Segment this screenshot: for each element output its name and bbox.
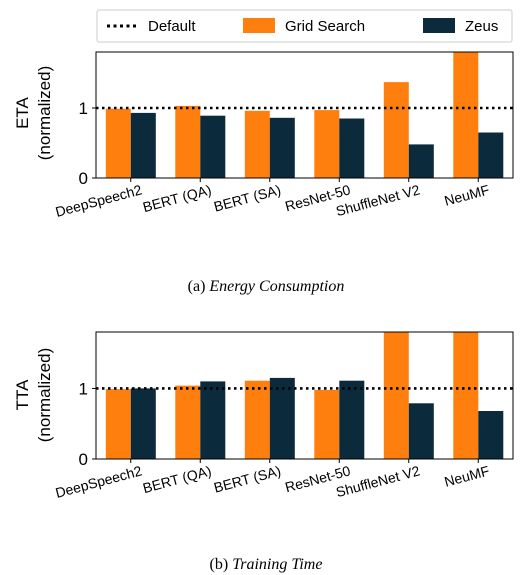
training-time-bar-zeus-shufflenet-v2 bbox=[408, 403, 434, 459]
training-time-ylabel-line1: TTA bbox=[13, 379, 32, 411]
energy-bar-zeus-shufflenet-v2 bbox=[408, 144, 434, 178]
energy-bar-zeus-resnet-50 bbox=[339, 118, 365, 178]
energy-bar-grid-search-resnet-50 bbox=[314, 110, 340, 178]
training-time-xtick-label: BERT (QA) bbox=[141, 462, 213, 496]
training-time-xtick-label: NeuMF bbox=[443, 462, 491, 489]
legend-zeus-swatch bbox=[423, 18, 455, 33]
legend-grid-label: Grid Search bbox=[285, 18, 365, 35]
energy-ylabel-line1: ETA bbox=[13, 96, 32, 128]
training-time-ylabel-line2: (normalized) bbox=[35, 348, 54, 442]
energy-bars bbox=[105, 52, 504, 178]
energy-ylabel-line2: (normalized) bbox=[35, 66, 54, 160]
training-time-bar-grid-search-deepspeech2 bbox=[105, 389, 131, 459]
legend: Default Grid Search Zeus bbox=[96, 9, 513, 43]
energy-xtick-label: DeepSpeech2 bbox=[54, 181, 144, 219]
energy-bar-grid-search-bert-qa bbox=[175, 105, 201, 178]
training-time-bar-zeus-neumf bbox=[478, 411, 504, 459]
training-time-plot-frame bbox=[95, 331, 514, 460]
training-time-bar-zeus-bert-sa bbox=[269, 377, 295, 459]
energy-caption: (a) Energy Consumption bbox=[188, 278, 345, 295]
energy-bar-zeus-deepspeech2 bbox=[130, 112, 156, 178]
energy-bar-zeus-bert-qa bbox=[200, 115, 226, 178]
training-time-bars bbox=[105, 332, 504, 459]
energy-bar-grid-search-deepspeech2 bbox=[105, 108, 131, 178]
training-time-bar-grid-search-neumf bbox=[453, 332, 479, 459]
training-time-bar-zeus-resnet-50 bbox=[339, 380, 365, 459]
energy-bar-zeus-bert-sa bbox=[269, 117, 295, 178]
energy-xtick-label: NeuMF bbox=[443, 181, 491, 208]
energy-bar-grid-search-shufflenet-v2 bbox=[383, 82, 409, 178]
energy-xtick-label: BERT (QA) bbox=[141, 181, 213, 215]
energy-bar-zeus-neumf bbox=[478, 132, 504, 178]
energy-plot-frame bbox=[95, 51, 514, 179]
training-time-xtick-label: BERT (SA) bbox=[212, 462, 283, 495]
training-time-bar-grid-search-shufflenet-v2 bbox=[383, 332, 409, 459]
training-time-caption: (b) Training Time bbox=[210, 556, 323, 573]
training-time-ytick-label: 1 bbox=[79, 379, 88, 398]
training-time-bar-grid-search-resnet-50 bbox=[314, 389, 340, 459]
training-time-bar-zeus-deepspeech2 bbox=[130, 388, 156, 459]
legend-grid-swatch bbox=[243, 18, 275, 33]
legend-zeus-label: Zeus bbox=[465, 18, 498, 35]
energy-ytick-label: 0 bbox=[79, 169, 88, 188]
training-time-xtick-label: DeepSpeech2 bbox=[54, 462, 144, 500]
energy-xtick-label: BERT (SA) bbox=[212, 181, 283, 214]
training-time-bar-grid-search-bert-sa bbox=[244, 380, 270, 459]
energy-bar-grid-search-bert-sa bbox=[244, 110, 270, 178]
training-time-bar-zeus-bert-qa bbox=[200, 381, 226, 459]
training-time-ytick-label: 0 bbox=[79, 450, 88, 469]
legend-box bbox=[96, 9, 513, 43]
legend-default-label: Default bbox=[148, 18, 196, 35]
energy-bar-grid-search-neumf bbox=[453, 52, 479, 178]
energy-ytick-label: 1 bbox=[79, 99, 88, 118]
training-time-bar-grid-search-bert-qa bbox=[175, 385, 201, 459]
